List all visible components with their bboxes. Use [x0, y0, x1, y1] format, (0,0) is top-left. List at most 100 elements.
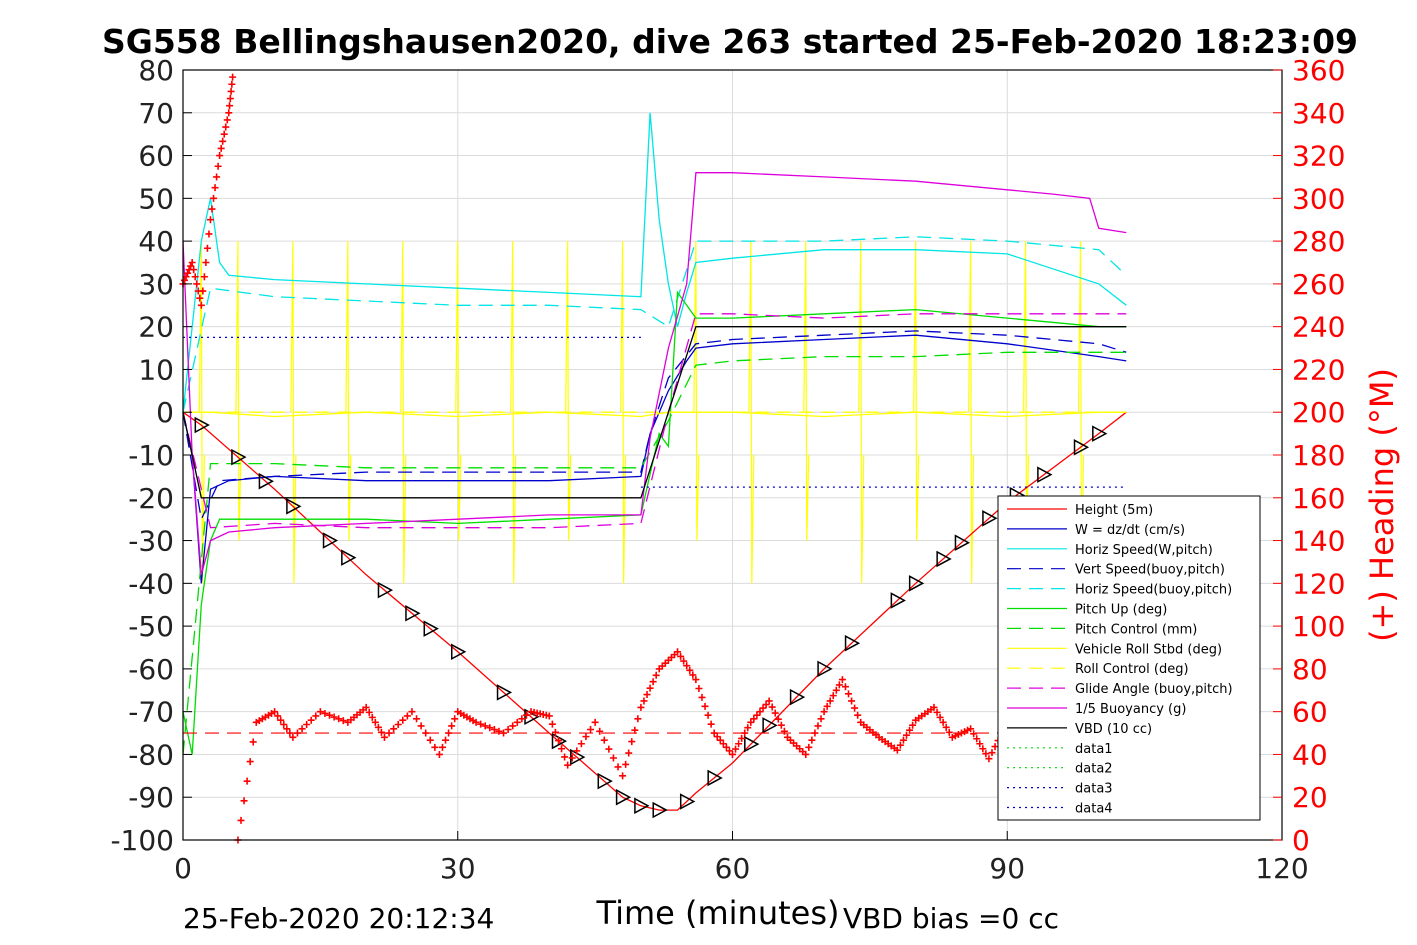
heading-point	[286, 729, 294, 737]
heading-point	[545, 712, 553, 720]
heading-point	[246, 758, 254, 766]
heading-point	[339, 717, 347, 725]
heading-point	[551, 728, 559, 736]
legend-label-10: 1/5 Buoyancy (g)	[1075, 702, 1186, 717]
right-tick-label: 200	[1292, 396, 1345, 429]
legend: Height (5m) W = dz/dt (cm/s) Horiz Speed(W…	[997, 495, 1261, 821]
depth-marker	[1092, 425, 1108, 442]
heading-point	[187, 262, 195, 270]
heading-point	[442, 736, 450, 744]
heading-point	[605, 745, 613, 753]
heading-point	[298, 725, 306, 733]
heading-point	[936, 713, 944, 721]
heading-point	[587, 725, 595, 733]
depth-marker	[423, 620, 439, 637]
heading-point	[619, 772, 627, 780]
y-tick-label: 30	[138, 268, 174, 301]
depth-marker	[936, 550, 952, 568]
y-tick-label: 20	[138, 311, 174, 344]
right-tick-label: 300	[1292, 182, 1345, 215]
heading-point	[394, 721, 402, 728]
heading-point	[249, 738, 257, 746]
heading-point	[495, 727, 503, 735]
heading-point	[729, 750, 736, 758]
heading-point	[704, 711, 712, 719]
heading-point	[596, 727, 604, 735]
right-tick-label: 160	[1292, 482, 1345, 515]
heading-point	[725, 747, 733, 755]
roll-spike	[803, 241, 810, 541]
heading-point	[899, 736, 907, 744]
legend-label-13: data2	[1075, 762, 1113, 777]
series-line-0	[182, 411, 1127, 811]
series-line-10	[182, 172, 1127, 575]
heading-point	[841, 683, 849, 691]
heading-point	[939, 718, 947, 726]
series-line-2	[182, 112, 1127, 413]
ticks: 0 30 60 90 12080706050403020100-10-20-30-40-…	[110, 54, 1345, 885]
heading-point	[600, 736, 608, 744]
legend-label-3: Vert Speed(buoy,pitch)	[1075, 563, 1225, 578]
heading-point	[991, 743, 999, 751]
heading-point	[893, 746, 901, 754]
heading-point	[906, 726, 914, 734]
heading-point	[277, 716, 285, 724]
heading-point	[582, 733, 590, 741]
heading-point	[228, 80, 236, 88]
heading-point	[832, 686, 840, 694]
legend-label-7: Vehicle Roll Stbd (deg)	[1075, 642, 1222, 657]
heading-point	[677, 652, 685, 660]
heading-point	[732, 745, 740, 753]
heading-point	[811, 729, 819, 737]
depth-marker	[258, 472, 275, 490]
roll-spike	[235, 241, 242, 541]
heading-point	[625, 749, 633, 757]
heading-point	[564, 761, 572, 769]
heading-point	[591, 718, 599, 726]
heading-point	[933, 708, 941, 716]
heading-point	[211, 184, 219, 192]
heading-point	[609, 754, 617, 762]
heading-point	[780, 727, 788, 735]
roll-spike	[693, 241, 700, 541]
heading-point	[634, 715, 642, 723]
heading-point	[193, 280, 201, 288]
heading-point	[738, 734, 746, 742]
heading-point	[274, 712, 282, 720]
right-tick-label: 260	[1292, 268, 1345, 301]
x-tick-label: 90	[989, 852, 1025, 885]
right-tick-label: 0	[1292, 824, 1310, 857]
depth-marker	[634, 797, 650, 815]
heading-point	[759, 704, 767, 712]
heading-point	[229, 73, 237, 81]
heading-point	[448, 722, 456, 730]
heading-point	[848, 697, 856, 705]
depth-marker	[377, 581, 394, 599]
footer-date: 25-Feb-2020 20:12:34	[183, 902, 494, 935]
heading-point	[222, 123, 230, 131]
heading-point	[631, 726, 639, 734]
series-line-3	[182, 330, 1127, 522]
depth-marker	[231, 448, 247, 466]
heading-point	[368, 713, 376, 721]
heading-point	[220, 130, 228, 138]
heading-point	[805, 743, 813, 751]
x-tick-label: 60	[715, 852, 751, 885]
heading-point	[196, 294, 204, 302]
heading-point	[206, 216, 214, 224]
x-tick-label: 30	[440, 852, 476, 885]
roll-spike	[455, 241, 462, 541]
heading-point	[707, 720, 715, 728]
heading-point	[814, 722, 822, 730]
legend-label-5: Pitch Up (deg)	[1075, 603, 1167, 618]
heading-point	[280, 721, 288, 728]
heading-point	[518, 715, 526, 723]
heading-point	[820, 708, 828, 716]
right-tick-label: 100	[1292, 610, 1345, 643]
heading-point	[976, 740, 984, 748]
heading-point	[472, 718, 480, 726]
chart-title: SG558 Bellingshausen2020, dive 263 start…	[102, 22, 1358, 61]
heading-point	[283, 725, 291, 733]
heading-point	[225, 109, 233, 117]
right-tick-label: 120	[1292, 567, 1345, 600]
